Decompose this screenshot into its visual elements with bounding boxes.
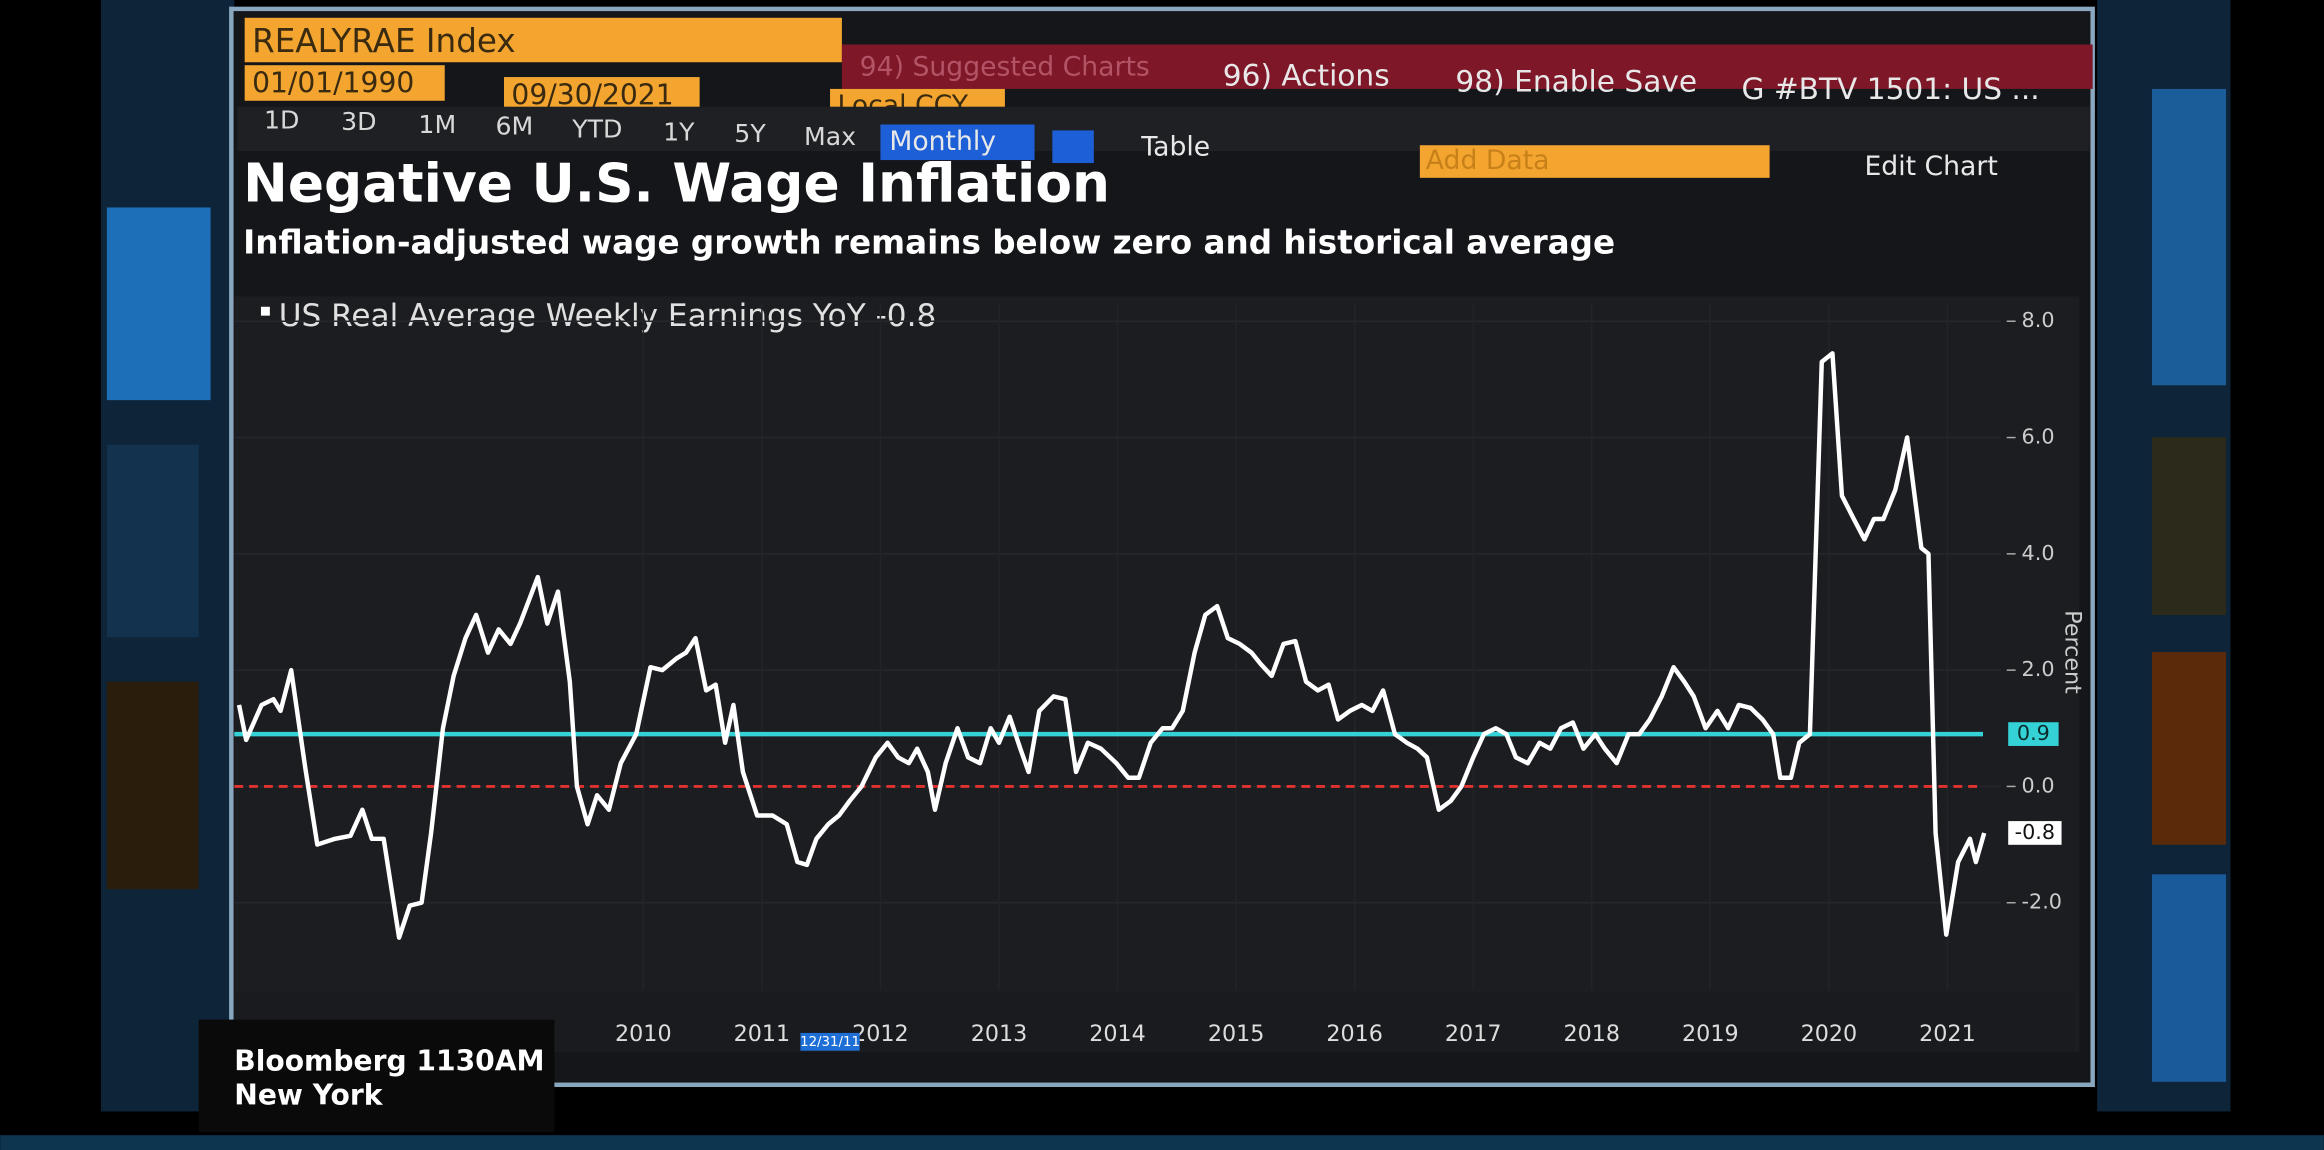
chart-subtitle: Inflation-adjusted wage growth remains b… [243, 224, 1615, 262]
x-tick-label: 2020 [1801, 1021, 1858, 1047]
right-screen [2151, 874, 2227, 1082]
broadcast-overlay [198, 1019, 555, 1133]
chart-title: Negative U.S. Wage Inflation [243, 151, 1110, 214]
add-data: Add Data [1426, 145, 1550, 176]
table-button[interactable]: Table [1140, 132, 1210, 163]
toolbar [237, 106, 2090, 152]
y-tick-label: 2.0 [2022, 657, 2055, 681]
x-tick-label: 2015 [1208, 1021, 1265, 1047]
x-tick-label: 2010 [615, 1021, 672, 1047]
left-screen [106, 207, 211, 401]
end-date: 09/30/2021 [511, 78, 673, 111]
start-date-field[interactable] [244, 65, 445, 101]
x-tick-label: 2011 [734, 1021, 791, 1047]
period-button[interactable]: 5Y [734, 119, 766, 148]
bottom-band [0, 1135, 2324, 1150]
x-tick-label: 2021 [1919, 1021, 1976, 1047]
last-value-label: -0.8 [2015, 820, 2055, 844]
frequency-dropdown[interactable] [880, 124, 1035, 161]
plot: -2.0 0.0 2.0 4.0 6.0 8.0 2010 2011 2012 2013 2014 2… [234, 303, 2075, 1053]
x-tick-label: 2013 [971, 1021, 1028, 1047]
menu-bar [841, 44, 2093, 89]
crosshair-date: 12/31/11 [800, 1035, 860, 1050]
left-screen [106, 681, 199, 890]
edit-chart-button[interactable]: Edit Chart [1864, 151, 1997, 182]
crosshair-date-box [800, 1032, 860, 1051]
x-tick-label: 2014 [1089, 1021, 1146, 1047]
x-tick-label: 2017 [1445, 1021, 1502, 1047]
y-axis-label: Percent [2059, 610, 2085, 694]
security-field[interactable] [244, 17, 842, 63]
right-screen [2151, 88, 2227, 386]
period-button[interactable]: YTD [571, 114, 622, 143]
broadcast-brand: Bloomberg 1130AM [234, 1045, 544, 1078]
last-value-box [2008, 821, 2062, 845]
security: REALYRAE Index [252, 22, 516, 60]
add-data-field[interactable] [1419, 145, 1770, 178]
x-tick-label: 2018 [1563, 1021, 1620, 1047]
y-tick-label: 6.0 [2022, 425, 2055, 449]
menu-item[interactable]: 94) Suggested Charts [860, 52, 1150, 83]
right-screen [2151, 652, 2227, 845]
y-tick-label: 0.0 [2022, 773, 2055, 797]
period-button[interactable]: 1D [264, 106, 299, 135]
right-screen [2151, 437, 2227, 616]
start-date: 01/01/1990 [252, 66, 414, 99]
line-chart-button[interactable] [1052, 130, 1094, 164]
series-line [236, 351, 1987, 940]
period-button[interactable]: 1M [418, 110, 456, 139]
reference-label-box [2008, 722, 2059, 746]
reference-label: 0.9 [2017, 721, 2050, 745]
left-screen [106, 444, 199, 638]
y-tick-label: 8.0 [2022, 308, 2055, 332]
legend-label: US Real Average Weekly Earnings YoY -0.8 [279, 298, 937, 334]
period-button[interactable]: 1Y [663, 117, 695, 146]
broadcast-city: New York [234, 1079, 383, 1112]
menu-item[interactable]: 98) Enable Save [1455, 63, 1697, 98]
plot-area [234, 296, 2080, 1053]
x-tick-label: 2012 [852, 1021, 909, 1047]
period-button[interactable]: 6M [496, 111, 534, 140]
y-tick-label: -2.0 [2022, 890, 2062, 914]
period-button[interactable]: 3D [341, 107, 376, 136]
menu-item[interactable]: G #BTV 1501: US ... [1741, 71, 2039, 106]
menu-item[interactable]: 96) Actions [1223, 58, 1390, 93]
x-tick-label: 2019 [1682, 1021, 1739, 1047]
x-tick-label: 2016 [1326, 1021, 1383, 1047]
period-button[interactable]: Max [804, 122, 856, 151]
legend-swatch [260, 306, 270, 316]
frequency: Monthly [889, 126, 996, 157]
y-tick-label: 4.0 [2022, 541, 2055, 565]
